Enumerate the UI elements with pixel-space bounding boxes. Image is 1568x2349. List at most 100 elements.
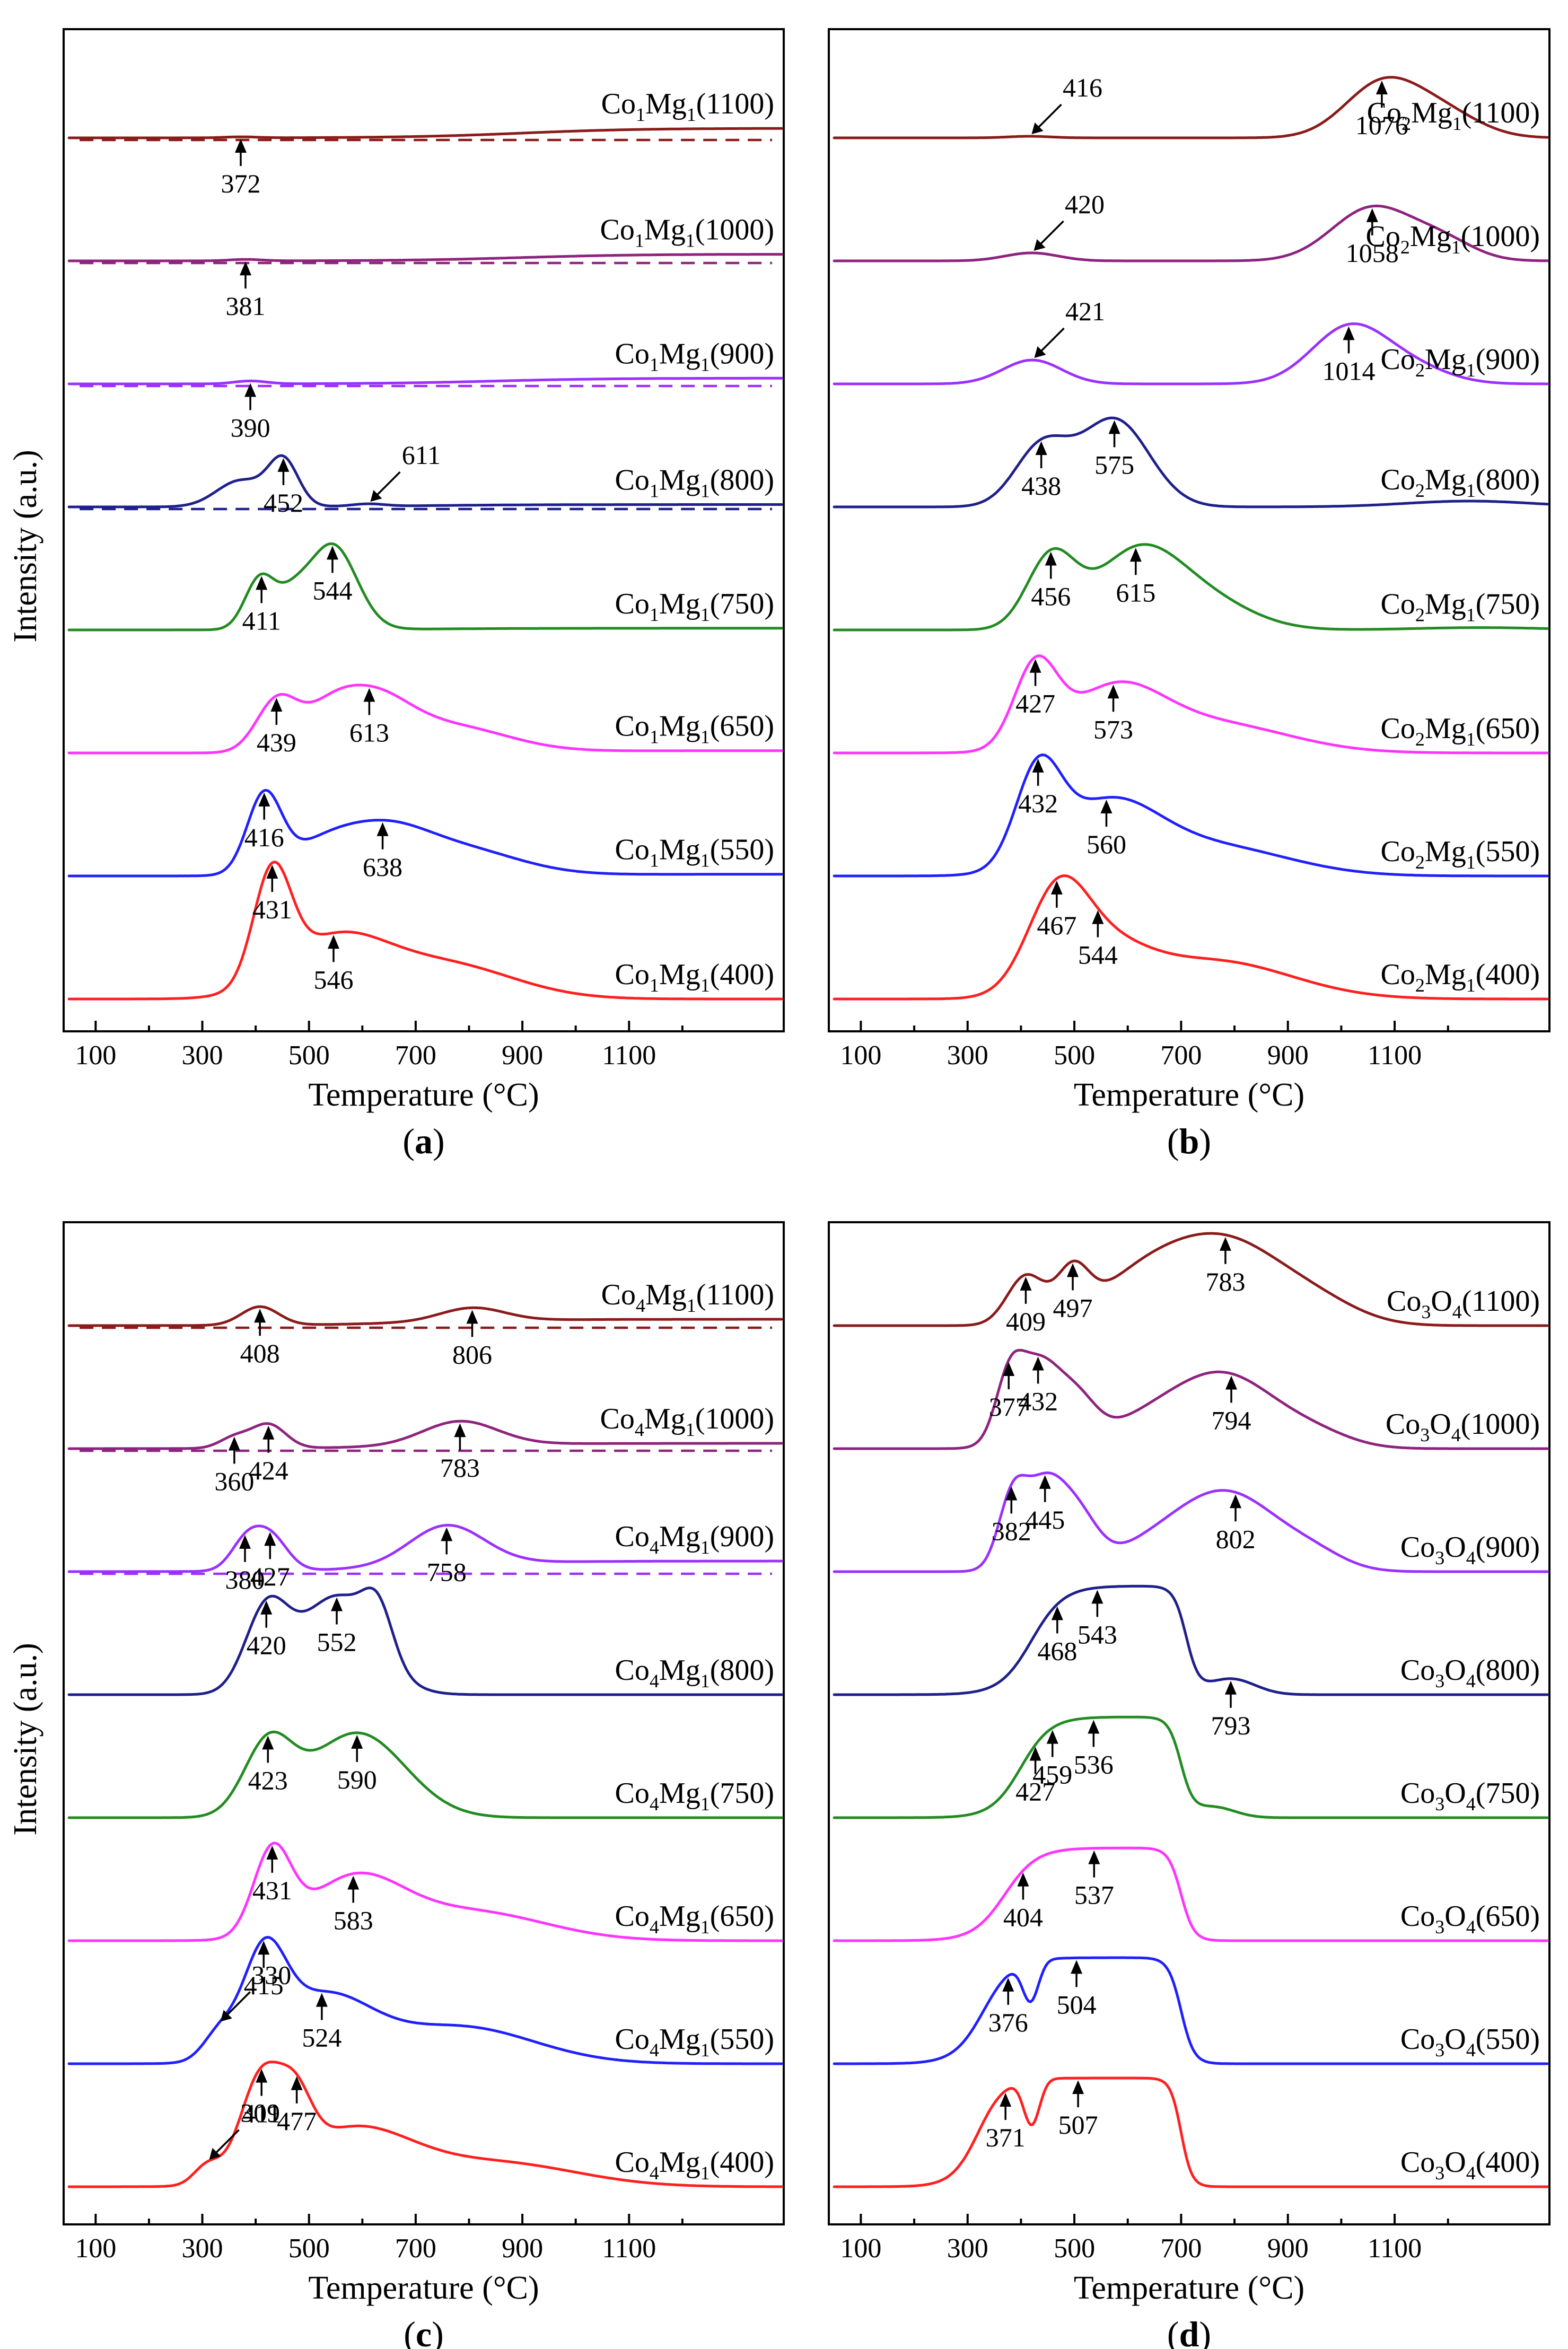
peak-arrow-head (220, 2010, 232, 2022)
series-label: Co1Mg1(900) (615, 337, 774, 375)
peak-label: 427 (1015, 689, 1055, 718)
x-tick-label: 100 (75, 1040, 116, 1071)
peak-arrow-head (376, 822, 389, 836)
peak-arrow-head (264, 1532, 276, 1546)
peak-arrow-head (1017, 1872, 1029, 1887)
peak-arrow-head (1219, 1237, 1231, 1251)
peak-label: 543 (1078, 1619, 1117, 1649)
y-axis-label-top: Intensity (a.u.) (7, 450, 43, 642)
tpr-curve (67, 683, 783, 755)
series-label: Co2Mg1(750) (1381, 588, 1540, 625)
peak-label: 1058 (1346, 238, 1399, 268)
peak-arrow-head (1032, 1356, 1044, 1371)
tpr-curve (833, 1846, 1549, 1942)
peak-arrow-head (277, 458, 290, 472)
peak-label: 783 (440, 1453, 480, 1483)
peak-label: 575 (1094, 450, 1134, 479)
peak-arrow-shaft (225, 1991, 251, 2017)
peak-arrow-head (441, 1527, 453, 1541)
peak-label: 524 (302, 2023, 341, 2053)
peak-label: 794 (1212, 1405, 1251, 1435)
peak-label: 467 (1037, 910, 1076, 940)
tpr-curve (833, 322, 1549, 385)
x-axis-label: Temperature (°C) (308, 2270, 539, 2306)
peak-arrow-head (1046, 1730, 1058, 1744)
peak-arrow-head (1129, 548, 1142, 562)
series-label: Co4Mg1(1100) (601, 1278, 774, 1316)
peak-label: 408 (240, 1338, 280, 1368)
tpr-curve (67, 1305, 783, 1327)
peak-label: 758 (427, 1557, 467, 1587)
peak-arrow-head (326, 546, 338, 560)
peak-label: 423 (248, 1765, 288, 1795)
series-label: Co3O4(900) (1400, 1531, 1540, 1568)
series-label: Co1Mg1(750) (615, 588, 774, 625)
peak-arrow-head (454, 1423, 466, 1438)
peak-label: 372 (221, 169, 260, 198)
series-label: Co4Mg1(1000) (600, 1403, 774, 1440)
peak-label: 377 (989, 1392, 1029, 1422)
peak-label: 507 (1058, 2110, 1098, 2140)
peak-arrow-head (1002, 1977, 1014, 1992)
peak-label: 431 (252, 895, 292, 924)
peak-label: 404 (1003, 1903, 1043, 1932)
x-tick-label: 500 (1054, 1040, 1095, 1071)
series-label: Co3O4(750) (1400, 1777, 1540, 1815)
x-axis-label: Temperature (°C) (308, 1077, 539, 1113)
peak-label: 382 (992, 1516, 1031, 1546)
peak-arrow-head (1225, 1680, 1237, 1695)
peak-label: 415 (244, 1970, 284, 2000)
series-label: Co3O4(1000) (1386, 1408, 1540, 1445)
tpr-curve (833, 204, 1549, 262)
tpr-curve (67, 2061, 783, 2188)
series-label: Co4Mg1(550) (615, 2023, 774, 2061)
series-label: Co3O4(650) (1400, 1900, 1540, 1938)
peak-arrow-shaft (214, 2129, 240, 2155)
series-label: Co4Mg1(900) (615, 1520, 774, 1558)
peak-arrow-head (1088, 1720, 1100, 1734)
series-label: Co1Mg1(650) (615, 710, 774, 748)
x-tick-label: 1100 (1368, 1040, 1422, 1071)
x-axis-label: Temperature (°C) (1074, 1077, 1304, 1113)
series-label: Co1Mg1(800) (615, 464, 774, 502)
peak-label: 381 (226, 291, 266, 321)
peak-label: 544 (312, 575, 352, 605)
peak-label: 309 (240, 2098, 280, 2128)
peak-arrow-head (256, 576, 268, 590)
peak-arrow-head (270, 698, 283, 712)
x-tick-label: 100 (840, 2233, 881, 2264)
peak-label: 573 (1093, 714, 1133, 744)
tpr-curve (833, 76, 1549, 139)
peak-label: 424 (249, 1456, 288, 1485)
tpr-curve (833, 654, 1549, 755)
peak-label: 380 (225, 1565, 265, 1594)
peak-arrow-head (1039, 1475, 1051, 1489)
peak-label: 806 (452, 1339, 492, 1369)
peak-arrow-head (1020, 1276, 1032, 1291)
x-tick-label: 500 (1054, 2233, 1095, 2264)
peak-label: 459 (1032, 1760, 1072, 1790)
peak-arrow-head (1029, 659, 1041, 673)
peak-label: 432 (1018, 1386, 1058, 1416)
x-tick-label: 700 (395, 1040, 436, 1071)
tpr-curve (833, 753, 1549, 878)
peak-arrow-shaft (375, 471, 401, 497)
x-tick-label: 900 (1267, 2233, 1309, 2264)
peak-label: 330 (251, 1960, 291, 1990)
x-tick-label: 700 (1160, 2233, 1202, 2264)
peak-arrow-head (347, 1875, 360, 1890)
peak-arrow-head (1071, 1960, 1083, 1974)
panel-d: 100 300 500 700 900 1100 Temperature (°C) (d) Co… (828, 1221, 1551, 2349)
tpr-curve (833, 1584, 1549, 1696)
series-label: Co3O4(800) (1400, 1654, 1540, 1691)
peak-arrow-shaft (1038, 220, 1064, 247)
peak-label: 802 (1216, 1524, 1256, 1554)
tpr-curve (833, 2076, 1549, 2188)
tpr-curve (67, 253, 783, 262)
x-tick-label: 1100 (602, 1040, 656, 1071)
x-tick-label: 1100 (1368, 2233, 1422, 2264)
peak-label: 537 (1074, 1880, 1114, 1910)
tpr-curve (67, 454, 783, 509)
panel-label: (a) (402, 1121, 444, 1161)
